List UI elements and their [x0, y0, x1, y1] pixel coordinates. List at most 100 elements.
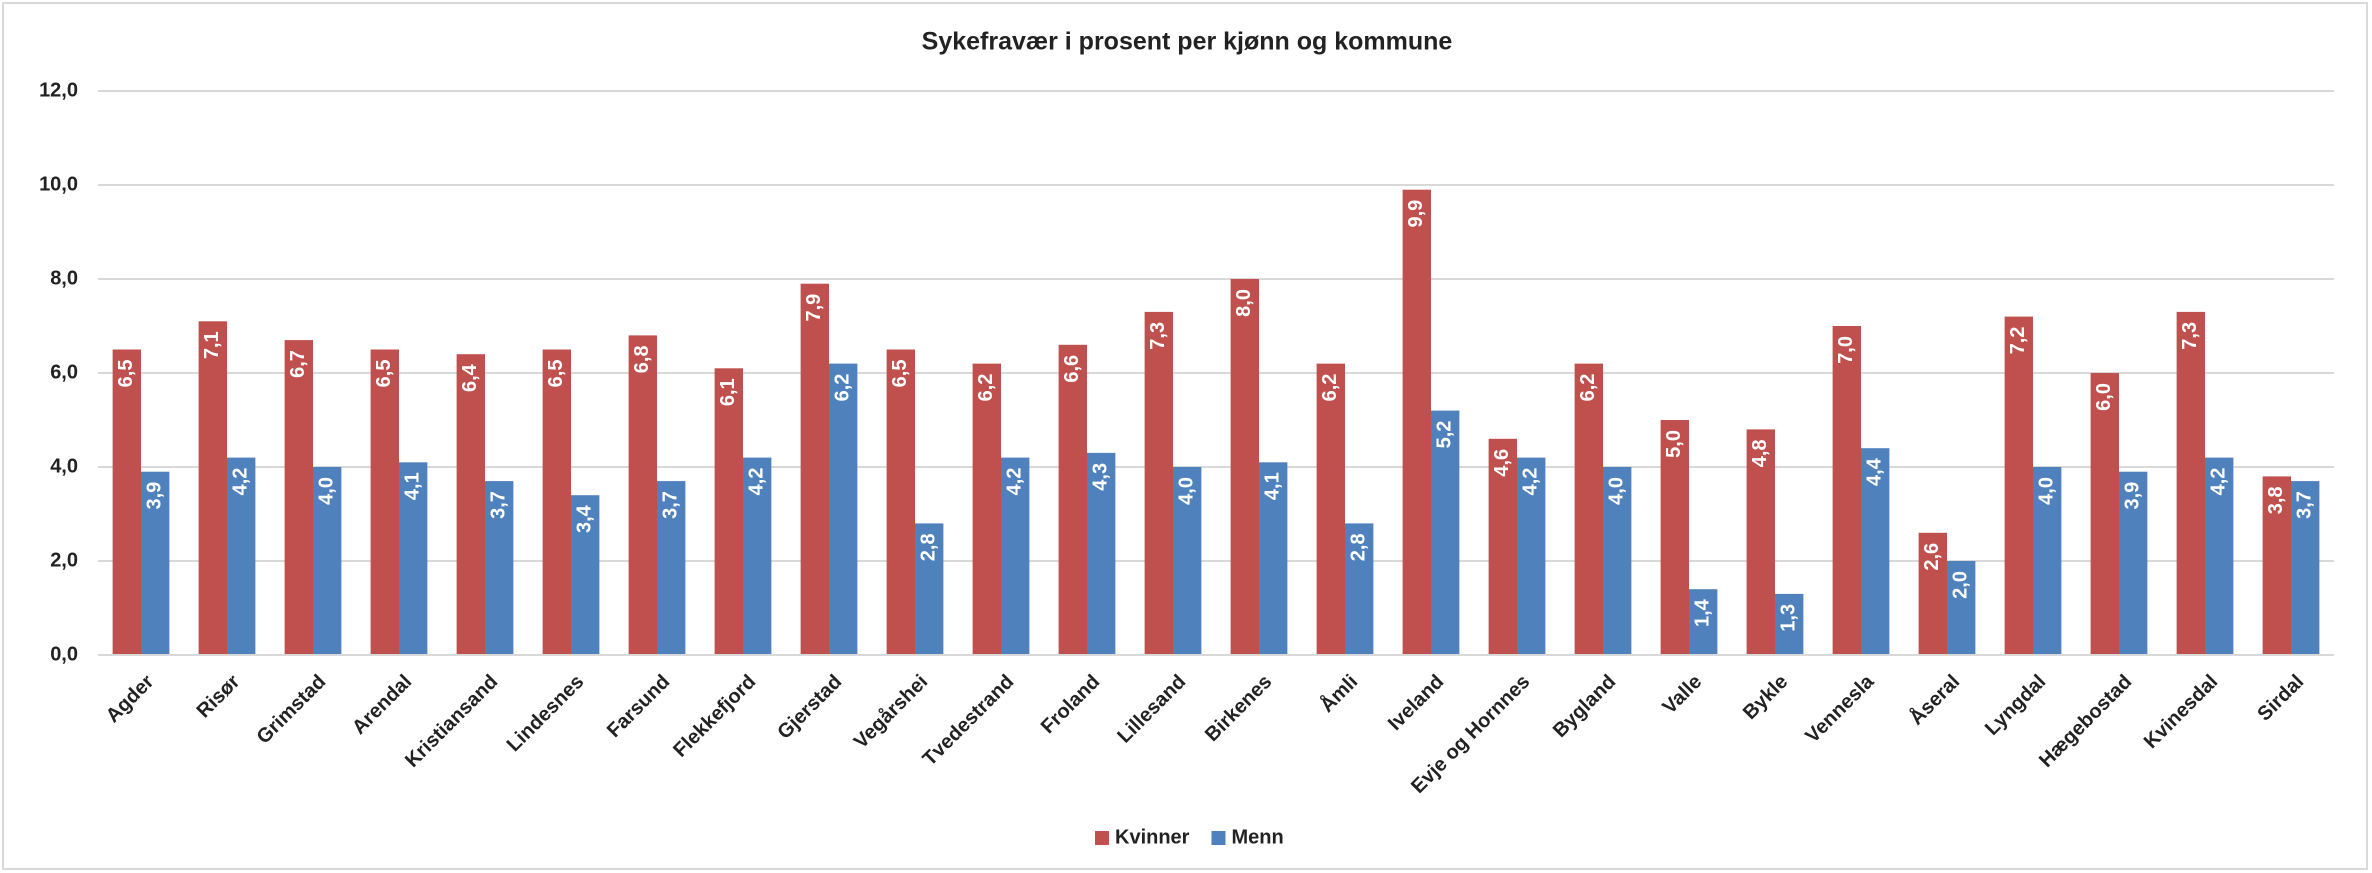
value-label: 6,5	[545, 360, 567, 388]
bar	[1660, 420, 1689, 655]
value-label: 6,4	[459, 363, 481, 392]
value-label: 4,2	[2207, 468, 2229, 496]
value-label: 4,4	[1863, 457, 1885, 486]
value-label: 7,2	[2007, 327, 2029, 355]
bar	[714, 368, 743, 655]
bar	[1947, 561, 1976, 655]
value-label: 7,0	[1835, 336, 1857, 364]
bar	[800, 283, 829, 655]
value-label: 4,2	[1003, 468, 1025, 496]
bar	[313, 467, 342, 655]
value-label: 3,7	[659, 491, 681, 519]
y-tick-label: 8,0	[50, 267, 78, 289]
value-label: 3,9	[143, 482, 165, 510]
value-label: 6,6	[1061, 355, 1083, 383]
bar	[886, 349, 915, 655]
bar	[915, 523, 944, 655]
y-tick-label: 10,0	[39, 173, 78, 195]
bar	[2004, 316, 2033, 655]
bar	[1001, 457, 1030, 655]
chart-title: Sykefravær i prosent per kjønn og kommun…	[922, 28, 1453, 56]
value-label: 2,8	[1347, 533, 1369, 561]
bar	[743, 457, 772, 655]
value-label: 1,3	[1777, 604, 1799, 632]
y-tick-label: 0,0	[50, 643, 78, 665]
bar	[1746, 429, 1775, 655]
bar	[1603, 467, 1632, 655]
bar	[2262, 476, 2291, 655]
legend-swatch	[1211, 831, 1226, 845]
bar	[1230, 279, 1259, 655]
bar	[829, 363, 858, 655]
bar	[370, 349, 399, 655]
y-tick-label: 2,0	[50, 549, 78, 571]
bar	[112, 349, 141, 655]
bar	[571, 495, 600, 655]
bar	[141, 471, 170, 655]
value-label: 6,2	[1319, 374, 1341, 402]
bar	[1402, 189, 1431, 655]
bar	[2119, 471, 2148, 655]
legend-swatch	[1095, 831, 1109, 845]
bar	[2090, 373, 2119, 655]
bar	[284, 340, 313, 655]
bar	[198, 321, 227, 655]
value-label: 7,3	[1147, 322, 1169, 350]
bar	[456, 354, 485, 655]
value-label: 6,1	[717, 378, 739, 406]
value-label: 4,8	[1749, 439, 1771, 467]
bar	[1574, 363, 1603, 655]
value-label: 4,0	[2035, 477, 2057, 505]
value-label: 3,8	[2265, 486, 2287, 514]
bar	[1689, 589, 1718, 655]
bar	[1259, 462, 1288, 655]
bar	[1173, 467, 1202, 655]
value-label: 4,6	[1491, 449, 1513, 477]
value-label: 5,2	[1433, 421, 1455, 449]
value-label: 4,0	[1605, 477, 1627, 505]
value-label: 6,8	[631, 345, 653, 373]
value-label: 4,2	[745, 468, 767, 496]
bar	[1345, 523, 1374, 655]
bar	[399, 462, 428, 655]
bar	[1832, 326, 1861, 655]
value-label: 4,1	[1261, 472, 1283, 500]
bar	[1775, 593, 1804, 655]
value-label: 6,2	[831, 374, 853, 402]
bar	[1087, 452, 1116, 655]
bar	[1861, 448, 1890, 655]
value-label: 4,2	[1519, 468, 1541, 496]
value-label: 6,0	[2093, 383, 2115, 411]
bar	[1058, 344, 1087, 655]
value-label: 6,5	[115, 360, 137, 388]
bar	[2176, 311, 2205, 655]
bar	[2033, 467, 2062, 655]
value-label: 4,1	[401, 472, 423, 500]
value-label: 6,2	[1577, 374, 1599, 402]
value-label: 8,0	[1233, 289, 1255, 317]
bar	[542, 349, 571, 655]
value-label: 6,2	[975, 374, 997, 402]
value-label: 2,6	[1921, 543, 1943, 571]
bar	[227, 457, 256, 655]
bar	[2291, 481, 2320, 655]
value-label: 7,9	[803, 294, 825, 322]
value-label: 3,7	[487, 491, 509, 519]
bar	[628, 335, 657, 655]
value-label: 2,0	[1949, 571, 1971, 599]
bar	[1431, 410, 1460, 655]
bar	[485, 481, 514, 655]
value-label: 3,7	[2293, 491, 2315, 519]
value-label: 6,5	[373, 360, 395, 388]
bar	[972, 363, 1001, 655]
bar	[1316, 363, 1345, 655]
value-label: 4,0	[315, 477, 337, 505]
value-label: 6,5	[889, 360, 911, 388]
value-label: 7,3	[2179, 322, 2201, 350]
y-tick-label: 6,0	[50, 361, 78, 383]
value-label: 4,3	[1089, 463, 1111, 491]
value-label: 9,9	[1405, 200, 1427, 228]
value-label: 7,1	[201, 331, 223, 359]
bar	[2205, 457, 2234, 655]
